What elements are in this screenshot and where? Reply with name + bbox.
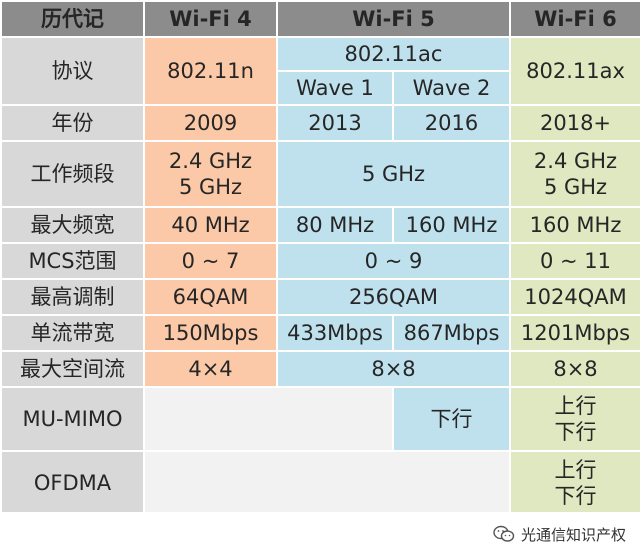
bandwidth-label: 最大频宽 (0, 206, 145, 244)
modulation-wifi4: 64QAM (143, 278, 278, 316)
header-row: 历代记 Wi-Fi 4 Wi-Fi 5 Wi-Fi 6 (0, 0, 640, 38)
mu-mimo-wifi6: 上行 下行 (509, 386, 640, 452)
footer (0, 512, 640, 559)
band-wifi6-5: 5 GHz (543, 175, 608, 199)
band-wifi5: 5 GHz (275, 140, 512, 208)
stream-rate-wifi4: 150Mbps (143, 314, 278, 352)
band-wifi6-24: 2.4 GHz (533, 148, 618, 173)
watermark-text: 光通信知识产权 (520, 525, 626, 544)
bandwidth-wave1: 80 MHz (276, 206, 394, 244)
stream-rate-wave2: 867Mbps (391, 314, 512, 352)
protocol-label: 协议 (0, 36, 145, 106)
modulation-label: 最高调制 (0, 278, 145, 316)
header-wifi4: Wi-Fi 4 (143, 0, 278, 38)
wave-row: Wave 1 Wave 2 (1, 70, 640, 106)
header-wifi5: Wi-Fi 5 (275, 0, 512, 38)
protocol-wifi6: 802.11ax (509, 36, 640, 106)
header-wifi6: Wi-Fi 6 (509, 0, 640, 38)
streams-row: 最大空间流 4×4 8×8 8×8 (0, 350, 640, 388)
modulation-wifi6: 1024QAM (509, 278, 640, 316)
band-wifi4-24: 2.4 GHz (168, 148, 253, 173)
stream-rate-label: 单流带宽 (0, 314, 145, 352)
wifi-comparison-table: 历代记 Wi-Fi 4 Wi-Fi 5 Wi-Fi 6 协议 802.11n 8… (0, 0, 640, 516)
band-wifi6: 2.4 GHz 5 GHz (509, 140, 640, 208)
bandwidth-wifi6: 160 MHz (509, 206, 640, 244)
ofdma-label: OFDMA (0, 450, 145, 516)
mu-mimo-label: MU-MIMO (0, 386, 145, 452)
wechat-icon (493, 525, 515, 543)
ofdma-row: OFDMA 上行 下行 (0, 450, 640, 516)
mu-mimo-wifi6-up: 上行 (554, 393, 597, 418)
streams-wifi6: 8×8 (509, 350, 640, 388)
ofdma-wifi6-up: 上行 (554, 457, 597, 482)
mu-mimo-wave2: 下行 (391, 386, 512, 452)
bandwidth-row: 最大频宽 40 MHz 80 MHz 160 MHz 160 MHz (0, 206, 640, 244)
streams-wifi5: 8×8 (275, 350, 512, 388)
year-wifi4: 2009 (143, 104, 278, 142)
modulation-row: 最高调制 64QAM 256QAM 1024QAM (0, 278, 640, 316)
band-label: 工作频段 (0, 140, 145, 208)
ofdma-empty (142, 450, 512, 516)
mcs-wifi4: 0 ~ 7 (143, 242, 278, 280)
mu-mimo-wifi6-down: 下行 (554, 420, 597, 444)
year-label: 年份 (0, 104, 145, 142)
watermark: 光通信知识产权 (493, 522, 626, 546)
mcs-wifi5: 0 ~ 9 (275, 242, 512, 280)
year-wave2: 2016 (391, 104, 512, 142)
wave2-label: Wave 2 (391, 70, 512, 106)
band-wifi4: 2.4 GHz 5 GHz (143, 140, 278, 208)
year-wifi6: 2018+ (509, 104, 640, 142)
mu-mimo-empty (143, 386, 394, 452)
ofdma-wifi6: 上行 下行 (509, 450, 640, 516)
bandwidth-wave2: 160 MHz (391, 206, 512, 244)
protocol-wifi5: 802.11ac (275, 36, 512, 72)
stream-rate-wave1: 433Mbps (276, 314, 394, 352)
protocol-wifi4: 802.11n (143, 36, 278, 106)
wave1-label: Wave 1 (276, 70, 394, 106)
mu-mimo-row: MU-MIMO 下行 上行 下行 (0, 386, 640, 452)
streams-wifi4: 4×4 (143, 350, 278, 388)
stream-rate-wifi6: 1201Mbps (509, 314, 640, 352)
protocol-row: 协议 802.11n 802.11ac 802.11ax (0, 36, 640, 106)
mcs-row: MCS范围 0 ~ 7 0 ~ 9 0 ~ 11 (0, 242, 640, 280)
year-wave1: 2013 (276, 104, 394, 142)
modulation-wifi5: 256QAM (275, 278, 512, 316)
year-row: 年份 2009 2013 2016 2018+ (0, 104, 640, 142)
bandwidth-wifi4: 40 MHz (143, 206, 278, 244)
mcs-wifi6: 0 ~ 11 (509, 242, 640, 280)
streams-label: 最大空间流 (0, 350, 145, 388)
mcs-label: MCS范围 (0, 242, 145, 280)
stream-rate-row: 单流带宽 150Mbps 433Mbps 867Mbps 1201Mbps (0, 314, 640, 352)
ofdma-wifi6-down: 下行 (554, 484, 597, 508)
band-row: 工作频段 2.4 GHz 5 GHz 5 GHz 2.4 GHz 5 GHz (0, 140, 640, 208)
header-label: 历代记 (0, 0, 145, 38)
band-wifi4-5: 5 GHz (178, 175, 243, 199)
